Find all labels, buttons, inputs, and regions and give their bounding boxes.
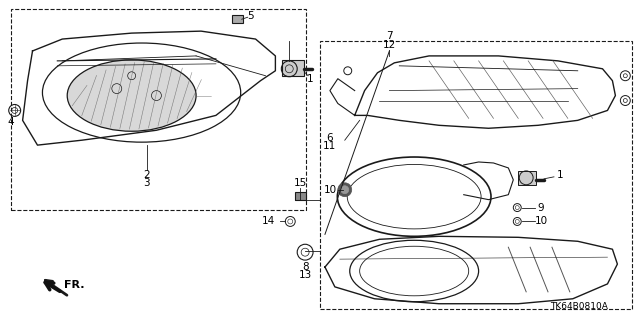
Text: 14: 14 (262, 217, 275, 226)
Bar (282, 60, 304, 76)
Text: 10: 10 (534, 217, 548, 226)
Text: 7: 7 (386, 31, 393, 41)
Circle shape (338, 183, 352, 197)
Text: 9: 9 (538, 203, 545, 212)
Text: 8: 8 (302, 262, 308, 272)
Text: 11: 11 (323, 141, 337, 151)
Text: 3: 3 (143, 178, 150, 188)
Bar (320, 41, 632, 309)
Text: 15: 15 (294, 178, 307, 188)
Text: 4: 4 (8, 117, 14, 127)
Bar (232, 15, 243, 23)
Text: 12: 12 (383, 40, 396, 50)
Text: 13: 13 (298, 270, 312, 280)
Text: 5: 5 (247, 11, 254, 21)
Text: FR.: FR. (64, 280, 84, 290)
Text: 1: 1 (557, 170, 563, 180)
Text: 10: 10 (323, 185, 337, 195)
Circle shape (341, 186, 349, 194)
Bar (11, 9, 306, 210)
Bar (295, 192, 306, 200)
Text: 1: 1 (307, 74, 314, 84)
Text: 6: 6 (326, 133, 333, 143)
Text: TK64B0810A: TK64B0810A (550, 302, 607, 311)
Bar (518, 171, 536, 185)
Text: 2: 2 (143, 170, 150, 180)
Ellipse shape (67, 60, 196, 131)
